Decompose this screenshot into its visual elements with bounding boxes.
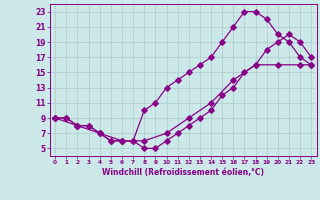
X-axis label: Windchill (Refroidissement éolien,°C): Windchill (Refroidissement éolien,°C) [102, 168, 264, 177]
